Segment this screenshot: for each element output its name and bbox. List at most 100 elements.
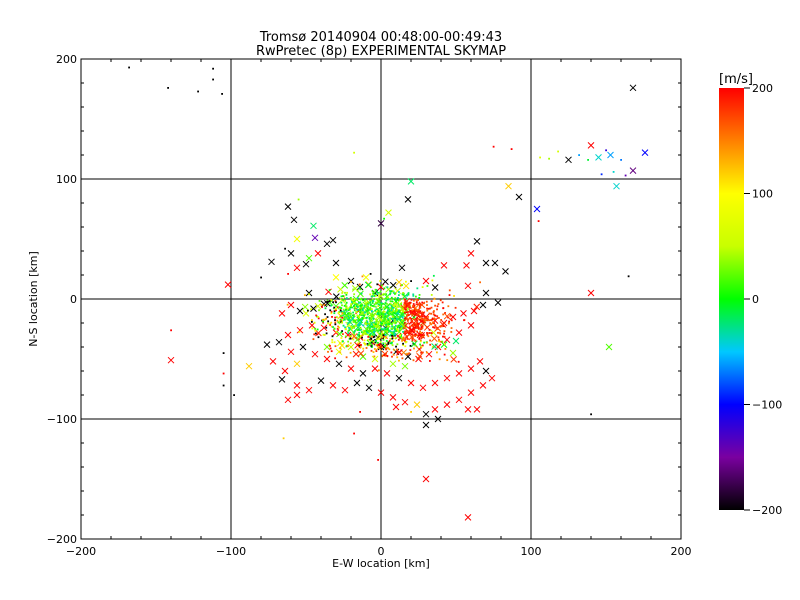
data-point-dot (408, 317, 411, 320)
data-point-dot (403, 332, 405, 334)
data-point-dot (128, 66, 130, 69)
data-point-dot (366, 307, 369, 310)
data-point-dot (379, 341, 382, 343)
data-point-dot (357, 308, 360, 311)
data-point-dot (385, 352, 387, 355)
data-point-dot (361, 317, 364, 320)
data-point-dot (362, 307, 365, 310)
data-point-cross (408, 326, 416, 334)
data-point-dot (360, 344, 362, 346)
data-point-dot (329, 324, 331, 326)
data-point-dot (413, 329, 416, 331)
data-point-cross (419, 384, 427, 392)
data-point-cross (533, 205, 541, 213)
data-point-dot (359, 298, 362, 301)
data-point-dot (383, 217, 385, 220)
data-point-dot (379, 310, 381, 313)
data-point-dot (369, 320, 372, 322)
data-point-cross (467, 389, 475, 396)
data-point-dot (416, 330, 419, 333)
data-point-dot (356, 309, 359, 311)
data-point-dot (417, 322, 419, 325)
data-point-dot (438, 331, 441, 334)
data-point-dot (428, 312, 431, 315)
data-point-cross (335, 348, 343, 356)
data-point-dot (345, 297, 348, 300)
data-point-dot (369, 339, 372, 342)
data-point-cross (403, 297, 411, 305)
data-point-dot (405, 316, 408, 319)
data-point-dot (384, 293, 387, 296)
data-point-dot (350, 325, 352, 328)
data-point-dot (350, 301, 353, 303)
data-point-dot (416, 334, 419, 337)
data-point-dot (347, 329, 350, 332)
data-point-dot (222, 352, 225, 354)
data-point-dot (387, 296, 389, 299)
data-point-dot (378, 343, 381, 346)
data-point-dot (357, 335, 360, 338)
data-point-dot (340, 307, 343, 310)
data-point-dot (387, 317, 390, 320)
data-point-cross (416, 352, 423, 360)
data-point-dot (364, 321, 367, 324)
data-point-dot (353, 309, 356, 312)
data-point-dot (382, 293, 385, 296)
data-point-cross (293, 360, 301, 368)
data-point-dot (403, 303, 406, 306)
data-point-dot (392, 311, 395, 314)
data-point-dot (406, 294, 408, 297)
data-point-cross (287, 348, 295, 356)
data-point-cross (354, 341, 361, 349)
data-point-dot (389, 334, 392, 337)
data-point-dot (385, 340, 388, 342)
data-point-dot (340, 311, 343, 313)
data-point-dot (339, 308, 342, 311)
data-point-cross (290, 216, 298, 224)
data-point-cross (443, 401, 451, 408)
data-point-dot (420, 333, 422, 336)
data-point-dot (396, 343, 399, 346)
data-point-dot (385, 302, 388, 305)
data-point-dot (420, 326, 423, 328)
data-point-dot (335, 301, 337, 304)
data-point-dot (233, 394, 235, 396)
data-point-dot (430, 323, 433, 326)
data-point-dot (345, 301, 348, 304)
data-point-dot (403, 305, 406, 308)
data-point-dot (341, 321, 343, 324)
data-point-dot (388, 310, 391, 313)
data-point-dot (391, 344, 394, 347)
data-point-dot (401, 315, 404, 318)
data-point-dot (339, 314, 342, 317)
data-point-cross (314, 302, 322, 310)
data-point-dot (400, 306, 403, 309)
data-point-dot (340, 301, 343, 304)
data-point-dot (339, 351, 342, 354)
data-point-dot (379, 290, 382, 293)
data-point-dot (401, 311, 404, 314)
data-point-dot (353, 293, 356, 296)
data-point-dot (392, 290, 395, 293)
data-point-dot (386, 298, 389, 301)
data-point-dot (362, 347, 365, 350)
data-point-dot (404, 319, 407, 322)
data-point-dot (410, 321, 412, 324)
data-point-dot (397, 330, 400, 333)
data-point-dot (414, 344, 417, 347)
data-point-dot (430, 332, 433, 334)
data-point-dot (400, 325, 403, 328)
data-point-dot (449, 314, 452, 317)
data-point-dot (376, 298, 379, 300)
data-point-cross (323, 240, 331, 248)
data-point-dot (418, 296, 421, 299)
data-point-dot (392, 335, 394, 338)
data-point-dot (328, 289, 331, 292)
data-point-dot (419, 330, 421, 333)
data-point-dot (424, 321, 427, 324)
data-point-dot (349, 342, 352, 345)
data-point-dot (365, 347, 368, 349)
data-point-dot (378, 329, 381, 332)
data-point-dot (398, 329, 401, 332)
data-point-dot (443, 335, 446, 338)
